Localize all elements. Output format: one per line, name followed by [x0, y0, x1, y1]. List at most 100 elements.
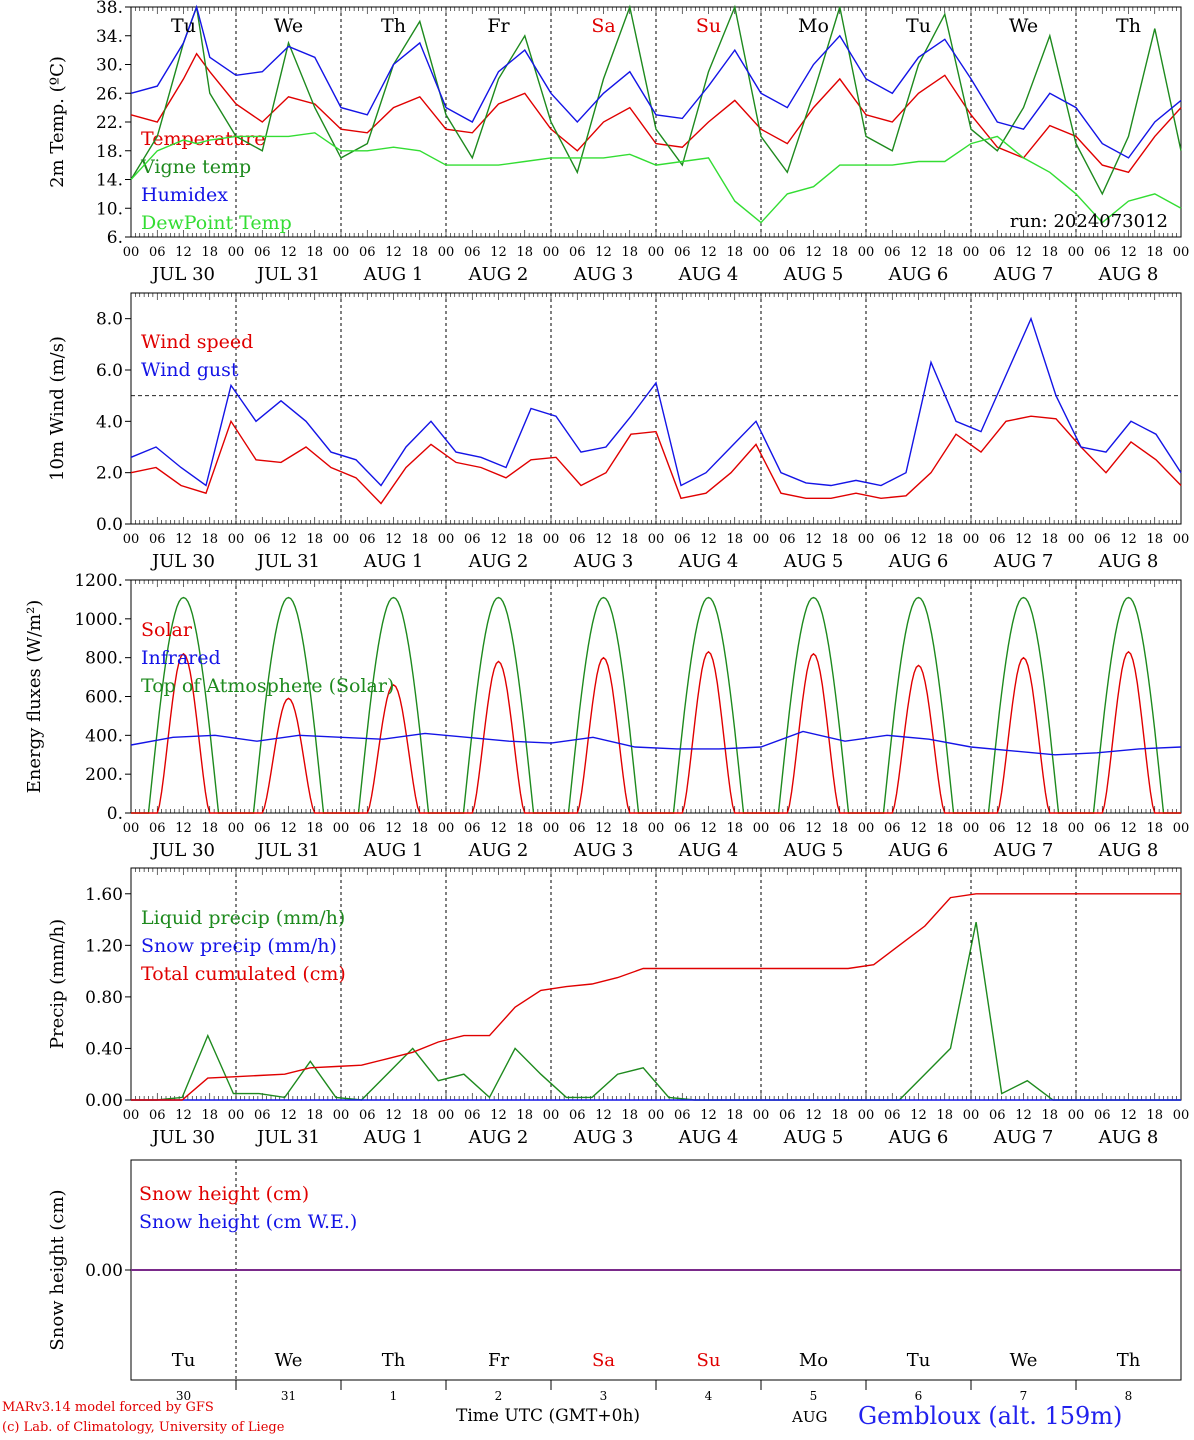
date-label: JUL 30	[150, 264, 215, 285]
day-number-label: 5	[810, 1389, 818, 1403]
solar-line	[131, 650, 1181, 814]
hour-tick-label: 00	[963, 532, 980, 547]
legend-entry: Solar	[141, 619, 193, 641]
date-label: AUG 3	[573, 1127, 634, 1148]
y-tick-label: 0.	[107, 804, 123, 824]
hour-tick-label: 18	[411, 821, 428, 836]
weekday-label: Mo	[798, 15, 829, 37]
hour-tick-label: 00	[648, 1108, 665, 1123]
hour-tick-label: 06	[359, 245, 376, 260]
y-tick-label: 0.00	[85, 1091, 123, 1111]
weekday-label: We	[1009, 15, 1038, 37]
hour-tick-label: 12	[805, 1108, 822, 1123]
hour-tick-label: 18	[1146, 532, 1163, 547]
weekday-label-bottom: Mo	[799, 1350, 828, 1371]
date-label: AUG 6	[888, 264, 949, 285]
legend-entry: Snow height (cm)	[139, 1183, 309, 1205]
hour-tick-label: 12	[280, 532, 297, 547]
hour-tick-label: 18	[1146, 821, 1163, 836]
hour-tick-label: 12	[490, 1108, 507, 1123]
date-label: AUG 3	[573, 264, 634, 285]
hour-tick-label: 06	[359, 821, 376, 836]
y-tick-label: 200.	[85, 765, 123, 785]
hour-tick-label: 00	[753, 821, 770, 836]
hour-tick-label: 06	[989, 821, 1006, 836]
run-label: run: 2024073012	[1010, 211, 1168, 232]
hour-tick-label: 18	[201, 532, 218, 547]
y-tick-label: 8.0	[96, 310, 123, 330]
hour-tick-label: 00	[1173, 821, 1190, 836]
hour-tick-label: 12	[1015, 532, 1032, 547]
hour-tick-label: 18	[1146, 245, 1163, 260]
weekday-label: Sa	[591, 15, 615, 37]
y-tick-label: 1.60	[85, 885, 123, 905]
hour-tick-label: 18	[936, 532, 953, 547]
hour-tick-label: 06	[674, 1108, 691, 1123]
hour-tick-label: 00	[123, 821, 140, 836]
y-tick-label: 6.0	[96, 361, 123, 381]
date-label: AUG 6	[888, 840, 949, 861]
precip-series-line	[131, 921, 1181, 1101]
hour-tick-label: 12	[175, 821, 192, 836]
hour-tick-label: 00	[123, 532, 140, 547]
date-label: AUG 7	[993, 1127, 1054, 1148]
date-label: AUG 4	[678, 840, 739, 861]
hour-tick-label: 12	[595, 532, 612, 547]
hour-tick-label: 00	[543, 1108, 560, 1123]
date-label: AUG 2	[468, 551, 529, 572]
hour-tick-label: 06	[989, 245, 1006, 260]
y-tick-label: 600.	[85, 688, 123, 708]
y-tick-label: 10.	[96, 199, 123, 219]
date-label: AUG 6	[888, 551, 949, 572]
hour-tick-label: 00	[1068, 532, 1085, 547]
y-axis-label: 10m Wind (m/s)	[47, 336, 68, 481]
y-tick-label: 18.	[96, 142, 123, 162]
hour-tick-label: 06	[884, 1108, 901, 1123]
date-label: JUL 31	[255, 264, 320, 285]
day-number-label: 2	[495, 1389, 503, 1403]
hour-tick-label: 00	[543, 821, 560, 836]
infrared-line	[130, 730, 1182, 756]
date-label: AUG 5	[783, 264, 844, 285]
hour-tick-label: 12	[385, 821, 402, 836]
hour-tick-label: 06	[359, 1108, 376, 1123]
hour-tick-label: 18	[411, 532, 428, 547]
hour-tick-label: 00	[858, 245, 875, 260]
date-label: AUG 5	[783, 1127, 844, 1148]
weekday-label: Tu	[171, 15, 196, 37]
hour-tick-label: 06	[569, 821, 586, 836]
date-label: AUG 3	[573, 551, 634, 572]
hour-tick-label: 00	[963, 245, 980, 260]
hour-tick-label: 12	[280, 245, 297, 260]
wind-series-line	[130, 415, 1182, 505]
date-label: JUL 30	[150, 551, 215, 572]
weekday-label: Tu	[906, 15, 931, 37]
weekday-label-bottom: Fr	[488, 1350, 509, 1371]
legend-entry: Wind speed	[141, 331, 253, 353]
y-axis-label: Precip (mm/h)	[47, 919, 68, 1049]
date-label: AUG 4	[678, 551, 739, 572]
date-label: AUG 8	[1098, 551, 1159, 572]
date-label: AUG 7	[993, 264, 1054, 285]
date-label: AUG 8	[1098, 840, 1159, 861]
weekday-label: Fr	[487, 15, 510, 37]
y-tick-label: 800.	[85, 649, 123, 669]
lab-credit: (c) Lab. of Climatology, University of L…	[2, 1420, 285, 1435]
day-number-label: 8	[1125, 1389, 1133, 1403]
hour-tick-label: 18	[1041, 532, 1058, 547]
y-tick-label: 1000.	[74, 610, 123, 630]
hour-tick-label: 06	[254, 532, 271, 547]
date-label: JUL 31	[255, 1127, 320, 1148]
hour-tick-label: 12	[385, 245, 402, 260]
hour-tick-label: 00	[228, 245, 245, 260]
hour-tick-label: 12	[700, 821, 717, 836]
hour-tick-label: 12	[385, 532, 402, 547]
weekday-label-bottom: Tu	[907, 1350, 931, 1371]
y-tick-label: 0.80	[85, 988, 123, 1008]
y-axis-label: Snow height (cm)	[47, 1189, 68, 1350]
hour-tick-label: 18	[726, 532, 743, 547]
date-label: AUG 2	[468, 840, 529, 861]
hour-tick-label: 18	[621, 1108, 638, 1123]
hour-tick-label: 18	[726, 245, 743, 260]
hour-tick-label: 12	[385, 1108, 402, 1123]
